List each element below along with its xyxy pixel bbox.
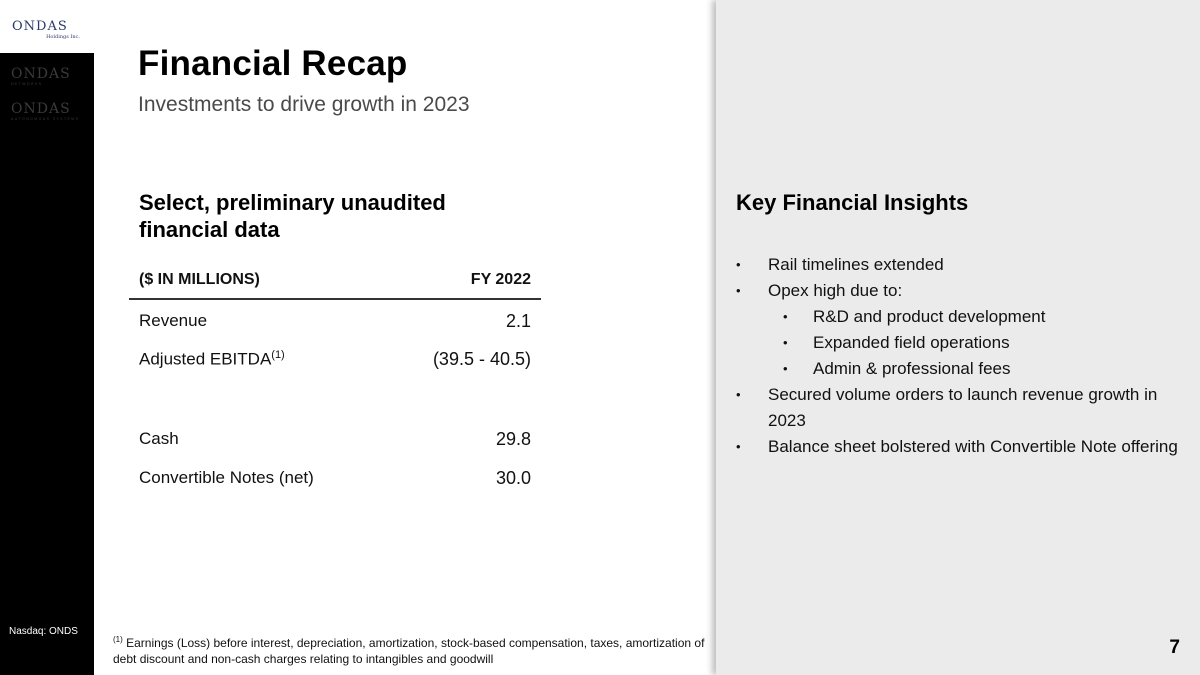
bullet-icon: •	[783, 309, 788, 324]
table-heading: Select, preliminary unaudited financial …	[139, 190, 446, 242]
page-number: 7	[1169, 637, 1180, 658]
left-rail: ONDAS NETWORKS ONDAS AUTONOMOUS SYSTEMS	[0, 53, 94, 675]
row-label: Revenue	[139, 311, 208, 330]
row-label: Adjusted EBITDA(1)	[139, 349, 285, 369]
row-label: Convertible Notes (net)	[139, 468, 314, 487]
ondas-holdings-logo: ONDAS Holdings Inc.	[12, 19, 84, 41]
footnote-marker: (1)	[113, 635, 123, 644]
bullet-icon: •	[736, 439, 741, 454]
nasdaq-ticker: Nasdaq: ONDS	[9, 626, 78, 637]
insights-panel: Key Financial Insights • Rail timelines …	[716, 0, 1200, 675]
table-row-adjusted-ebitda: Adjusted EBITDA(1) (39.5 - 40.5)	[129, 346, 541, 372]
row-value: 2.1	[505, 311, 531, 331]
insight-item: • Opex high due to:	[736, 278, 1181, 304]
logo-subtitle: Holdings Inc.	[46, 34, 80, 40]
bullet-icon: •	[736, 257, 741, 272]
footnote: (1) Earnings (Loss) before interest, dep…	[113, 632, 713, 667]
rail-logo-subtitle: AUTONOMOUS SYSTEMS	[11, 117, 80, 121]
table-row-revenue: Revenue 2.1	[129, 308, 541, 334]
rail-logo-wordmark: ONDAS	[11, 101, 71, 117]
footnote-text: Earnings (Loss) before interest, depreci…	[113, 636, 705, 666]
table-row-convertible-notes: Convertible Notes (net) 30.0	[129, 465, 541, 491]
rail-logo-wordmark: ONDAS	[11, 66, 71, 82]
insights-title: Key Financial Insights	[736, 190, 969, 215]
row-value: 29.8	[495, 429, 531, 449]
footnote-marker: (1)	[271, 349, 285, 361]
table-header-row: ($ IN MILLIONS) FY 2022	[129, 266, 541, 300]
insight-item: • Rail timelines extended	[736, 252, 1181, 278]
insight-subitem: • R&D and product development	[736, 304, 1181, 330]
row-label: Cash	[139, 429, 179, 448]
row-value: (39.5 - 40.5)	[432, 349, 531, 369]
ondas-networks-logo: ONDAS NETWORKS	[11, 67, 85, 87]
insight-subitem: • Admin & professional fees	[736, 356, 1181, 382]
row-value: 30.0	[495, 468, 531, 488]
financial-table: ($ IN MILLIONS) FY 2022 Revenue 2.1 Adju…	[129, 266, 541, 488]
rail-logo-subtitle: NETWORKS	[11, 82, 43, 86]
bullet-icon: •	[783, 335, 788, 350]
insights-list: • Rail timelines extended • Opex high du…	[736, 252, 1181, 460]
insight-item: • Secured volume orders to launch revenu…	[736, 382, 1181, 434]
logo-wordmark: ONDAS	[12, 19, 68, 34]
table-row-cash: Cash 29.8	[129, 426, 541, 452]
ondas-autonomous-logo: ONDAS AUTONOMOUS SYSTEMS	[11, 102, 85, 122]
page-title: Financial Recap	[138, 44, 408, 83]
insight-subitem: • Expanded field operations	[736, 330, 1181, 356]
column-header-label: ($ IN MILLIONS)	[139, 271, 260, 288]
insight-item: • Balance sheet bolstered with Convertib…	[736, 434, 1181, 460]
bullet-icon: •	[783, 361, 788, 376]
bullet-icon: •	[736, 387, 741, 402]
page-subtitle: Investments to drive growth in 2023	[138, 93, 470, 116]
column-header-value: FY 2022	[470, 271, 531, 288]
bullet-icon: •	[736, 283, 741, 298]
